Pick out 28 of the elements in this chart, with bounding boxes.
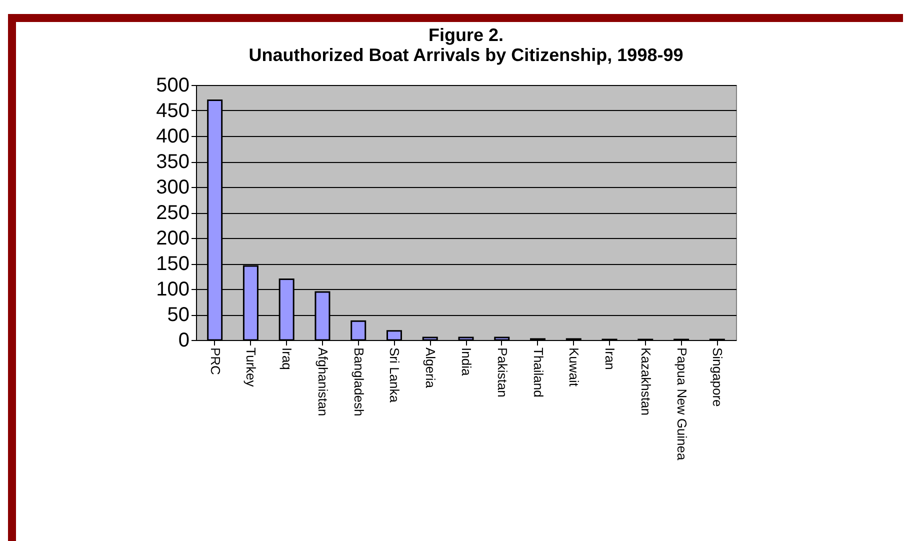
y-tick-label: 400 <box>156 126 190 148</box>
text: Figure 2. <box>428 25 504 45</box>
x-tick-label: Papua New Guinea <box>674 348 690 462</box>
x-tick-label: Afghanistan <box>315 348 330 416</box>
y-tick-label: 100 <box>156 278 190 300</box>
x-tick-label: Kuwait <box>566 348 582 387</box>
x-tick-label: Kazakhstan <box>638 348 654 416</box>
y-tick-label: 450 <box>156 100 190 122</box>
x-tick-label: India <box>459 348 474 376</box>
x-tick-label: Turkey <box>244 348 259 388</box>
x-tick-label: Iraq <box>280 348 295 370</box>
y-tick-label: 500 <box>156 74 190 96</box>
x-tick-label: Algeria <box>423 348 438 389</box>
x-tick-label: Pakistan <box>494 348 510 398</box>
x-tick-label: Iran <box>602 348 618 370</box>
x-tick-label: Bangladesh <box>351 348 366 416</box>
x-tick-label: PRC <box>208 348 223 375</box>
y-tick-label: 200 <box>156 228 190 250</box>
y-tick-label: 50 <box>167 304 190 326</box>
y-tick-label: 150 <box>156 253 190 275</box>
text: Unauthorized Boat Arrivals by Citizenship, 1998-99 <box>248 45 684 65</box>
x-tick-label: Singapore <box>710 348 726 407</box>
x-tick-label: Thailand <box>530 348 546 398</box>
y-tick-label: 250 <box>156 202 190 224</box>
x-tick-label: Sri Lanka <box>387 348 402 404</box>
y-tick-label: 0 <box>178 330 190 352</box>
y-tick-label: 350 <box>156 151 190 173</box>
y-tick-label: 300 <box>156 176 190 198</box>
